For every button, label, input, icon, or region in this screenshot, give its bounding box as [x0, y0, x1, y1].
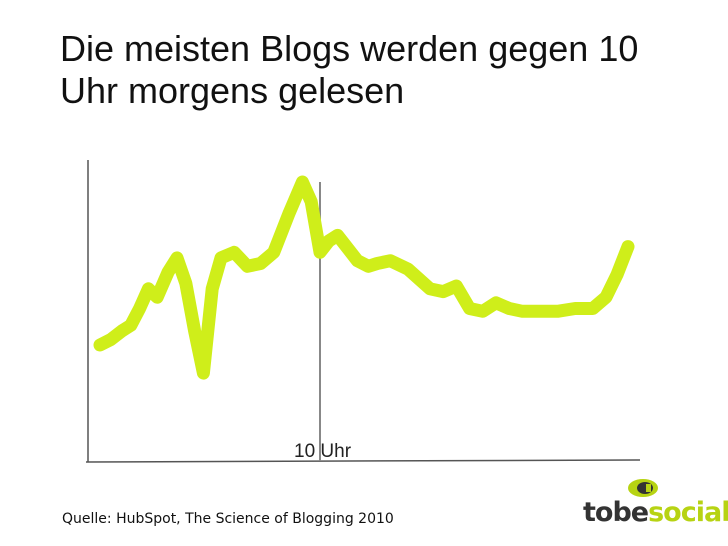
- ten-oclock-marker-label: 10 Uhr: [294, 441, 352, 462]
- logo-part-tobe: tobe: [583, 497, 649, 528]
- tobesocial-logo: tobesocial: [583, 478, 728, 530]
- logo-wordmark: tobesocial: [583, 498, 728, 528]
- page-title: Die meisten Blogs werden gegen 10 Uhr mo…: [60, 28, 639, 111]
- logo-part-social: social: [648, 497, 728, 528]
- x-axis: [85, 459, 641, 463]
- series-line: [93, 175, 635, 380]
- speech-bubble-icon: [628, 479, 658, 497]
- source-note: Quelle: HubSpot, The Science of Blogging…: [62, 511, 394, 527]
